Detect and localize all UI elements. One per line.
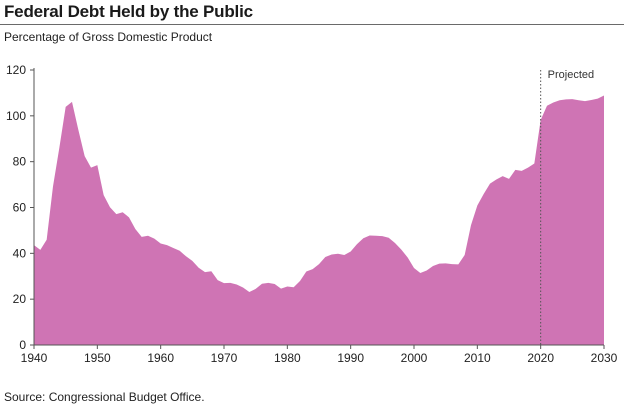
y-tick-label: 80 bbox=[13, 155, 27, 169]
x-tick-label: 2000 bbox=[401, 351, 428, 365]
source-note: Source: Congressional Budget Office. bbox=[4, 390, 205, 404]
y-tick-label: 100 bbox=[6, 109, 26, 123]
x-tick-label: 2030 bbox=[591, 351, 618, 365]
y-tick-label: 120 bbox=[6, 63, 26, 77]
axes: 0 20 40 60 80 100 120 1940 1950 1960 1970 1980 1990 2… bbox=[6, 63, 618, 365]
x-tick-label: 1940 bbox=[21, 351, 48, 365]
debt-area-series bbox=[34, 95, 604, 345]
y-tick-label: 0 bbox=[19, 338, 26, 352]
x-tick-label: 2020 bbox=[527, 351, 554, 365]
y-tick-label: 40 bbox=[13, 246, 27, 260]
x-tick-label: 2010 bbox=[464, 351, 491, 365]
chart-title: Federal Debt Held by the Public bbox=[4, 2, 253, 21]
y-tick-label: 20 bbox=[13, 292, 27, 306]
x-tick-label: 1980 bbox=[274, 351, 301, 365]
debt-area-chart: Projected 0 20 40 60 80 100 120 1940 1950 1960 197… bbox=[6, 63, 618, 365]
x-tick-label: 1960 bbox=[147, 351, 174, 365]
x-tick-label: 1970 bbox=[211, 351, 238, 365]
x-tick-label: 1990 bbox=[337, 351, 364, 365]
title-divider bbox=[0, 24, 624, 25]
projected-label: Projected bbox=[548, 69, 594, 81]
y-tick-label: 60 bbox=[13, 201, 27, 215]
chart-subtitle: Percentage of Gross Domestic Product bbox=[4, 30, 213, 44]
x-tick-label: 1950 bbox=[84, 351, 111, 365]
plot-area: Projected bbox=[34, 69, 604, 345]
